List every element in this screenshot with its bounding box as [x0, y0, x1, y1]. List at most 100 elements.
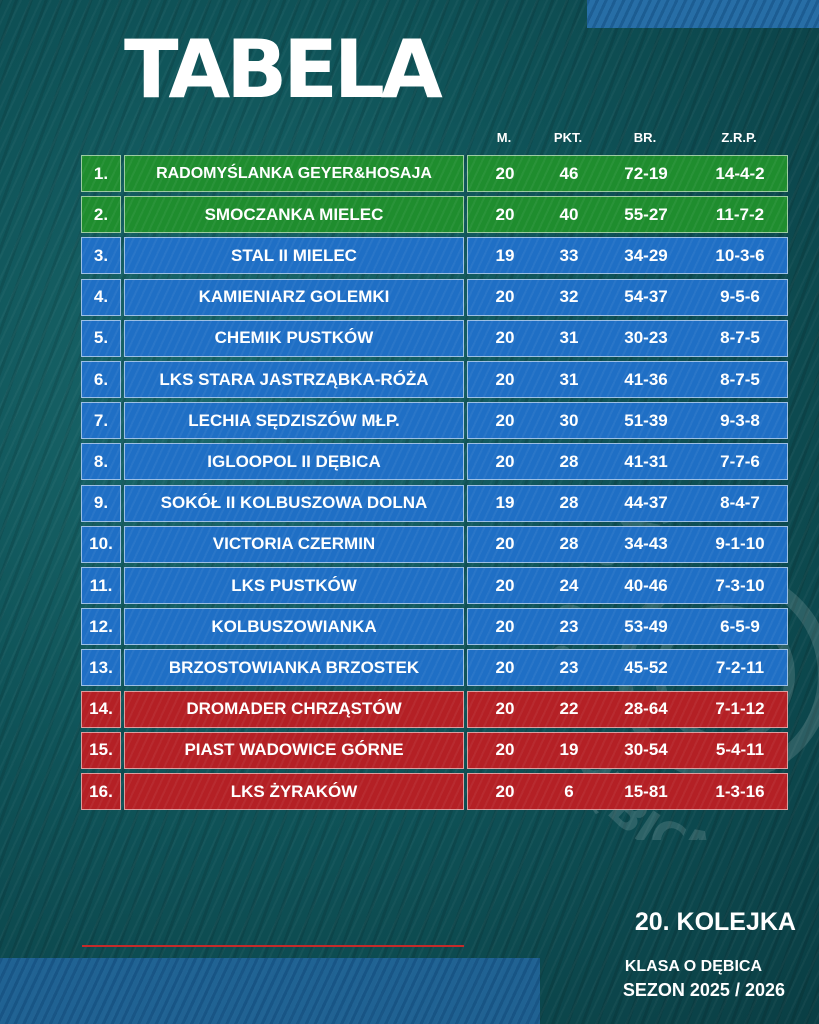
goals-value: 30-23 [624, 328, 668, 348]
table-row: 7. LECHIA SĘDZISZÓW MŁP. 20 30 51-39 9-3-8 [0, 402, 819, 441]
record-value: 10-3-6 [715, 245, 765, 265]
table-row: 4. KAMIENIARZ GOLEMKI 20 32 54-37 9-5-6 [0, 278, 819, 318]
table-row: 12. KOLBUSZOWIANKA 20 23 53-49 6-5-9 [0, 608, 819, 647]
corner-stripe-bottom [0, 958, 540, 1024]
matches-value: 20 [495, 657, 515, 677]
stats-cell: 20 30 51-39 9-3-8 [467, 402, 788, 440]
goals-value: 41-31 [624, 451, 668, 471]
goals-value: 15-81 [624, 781, 668, 801]
team-name-cell: SOKÓŁ II KOLBUSZOWA DOLNA [124, 484, 464, 522]
record-value: 9-5-6 [720, 287, 760, 307]
record-value: 7-7-6 [720, 451, 760, 471]
stats-cell: 20 32 54-37 9-5-6 [467, 278, 788, 316]
points-value: 31 [559, 328, 579, 348]
goals-value: 55-27 [624, 204, 668, 224]
position-cell: 10. [81, 525, 121, 563]
goals-value: 53-49 [624, 616, 668, 636]
matches-value: 20 [495, 575, 515, 595]
points-value: 24 [559, 575, 579, 595]
position-cell: 13. [81, 649, 121, 687]
team-name-cell: KAMIENIARZ GOLEMKI [124, 278, 464, 316]
goals-value: 51-39 [624, 410, 668, 430]
table-row: 3. STAL II MIELEC 19 33 34-29 10-3-6 [0, 237, 819, 276]
stats-cell: 20 40 55-27 11-7-2 [467, 196, 788, 234]
stats-cell: 20 28 41-31 7-7-6 [467, 443, 788, 481]
goals-value: 45-52 [624, 657, 668, 677]
table-row: 11. LKS PUSTKÓW 20 24 40-46 7-3-10 [0, 567, 819, 606]
column-headers: M. PKT. BR. Z.R.P. [0, 130, 819, 150]
goals-value: 72-19 [624, 163, 668, 183]
stats-cell: 20 46 72-19 14-4-2 [467, 155, 788, 192]
goals-value: 54-37 [624, 287, 668, 307]
matches-value: 20 [495, 204, 515, 224]
matches-value: 20 [495, 451, 515, 471]
matches-value: 20 [495, 410, 515, 430]
record-value: 5-4-11 [715, 740, 765, 760]
position-cell: 11. [81, 567, 121, 604]
record-value: 8-4-7 [720, 493, 760, 513]
goals-value: 28-64 [624, 699, 668, 719]
points-value: 19 [559, 740, 579, 760]
points-value: 40 [559, 204, 579, 224]
points-value: 6 [564, 781, 574, 801]
table-row: 9. SOKÓŁ II KOLBUSZOWA DOLNA 19 28 44-37 8-4-… [0, 484, 819, 524]
matches-value: 20 [495, 616, 515, 636]
matches-value: 20 [495, 781, 515, 801]
goals-value: 40-46 [624, 575, 668, 595]
season-label: SEZON 2025 / 2026 [622, 980, 785, 1000]
page-title: TABELA [124, 23, 443, 116]
record-value: 7-1-12 [715, 699, 765, 719]
position-cell: 12. [81, 608, 121, 646]
record-value: 7-3-10 [715, 575, 765, 595]
team-name-cell: LKS ŻYRAKÓW [124, 773, 464, 810]
header-record: Z.R.P. [721, 130, 757, 145]
position-cell: 1. [81, 155, 121, 192]
league-label: KLASA O DĘBICA [624, 958, 762, 975]
corner-stripe-top [587, 0, 819, 28]
matches-value: 20 [495, 163, 515, 183]
matches-value: 20 [495, 740, 515, 760]
points-value: 23 [559, 657, 579, 677]
points-value: 23 [559, 616, 579, 636]
points-value: 28 [559, 493, 579, 513]
stats-cell: 20 28 34-43 9-1-10 [467, 525, 788, 563]
stats-cell: 20 23 53-49 6-5-9 [467, 608, 788, 646]
team-name-cell: LKS PUSTKÓW [124, 567, 464, 604]
table-row: 14. DROMADER CHRZĄSTÓW 20 22 28-64 7-1-12 [0, 690, 819, 730]
position-cell: 2. [81, 196, 121, 234]
stats-cell: 19 33 34-29 10-3-6 [467, 237, 788, 275]
position-cell: 14. [81, 690, 121, 728]
table-row: 16. LKS ŻYRAKÓW 20 6 15-81 1-3-16 [0, 773, 819, 812]
team-name-cell: PIAST WADOWICE GÓRNE [124, 731, 464, 769]
goals-value: 34-43 [624, 534, 668, 554]
position-cell: 6. [81, 361, 121, 398]
team-name-cell: RADOMYŚLANKA GEYER&HOSAJA [124, 155, 464, 192]
record-value: 1-3-16 [715, 781, 765, 801]
position-cell: 5. [81, 319, 121, 357]
stats-cell: 20 31 30-23 8-7-5 [467, 319, 788, 357]
position-cell: 9. [81, 484, 121, 522]
stats-cell: 19 28 44-37 8-4-7 [467, 484, 788, 522]
points-value: 30 [559, 410, 579, 430]
matches-value: 20 [495, 287, 515, 307]
matches-value: 20 [495, 699, 515, 719]
position-cell: 8. [81, 443, 121, 481]
record-value: 8-7-5 [720, 328, 760, 348]
table-row: 8. IGLOOPOL II DĘBICA 20 28 41-31 7-7-6 [0, 443, 819, 482]
points-value: 28 [559, 534, 579, 554]
record-value: 6-5-9 [720, 616, 760, 636]
position-cell: 7. [81, 402, 121, 440]
record-value: 7-2-11 [715, 657, 765, 677]
header-goals: BR. [633, 130, 657, 145]
matches-value: 19 [495, 245, 515, 265]
matches-value: 20 [495, 369, 515, 389]
goals-value: 44-37 [624, 493, 668, 513]
stats-cell: 20 23 45-52 7-2-11 [467, 649, 788, 687]
record-value: 11-7-2 [715, 204, 765, 224]
position-cell: 4. [81, 278, 121, 316]
team-name-cell: SMOCZANKA MIELEC [124, 196, 464, 234]
table-row: 1. RADOMYŚLANKA GEYER&HOSAJA 20 46 72-19 14-4… [0, 155, 819, 194]
team-name-cell: LECHIA SĘDZISZÓW MŁP. [124, 402, 464, 440]
team-name-cell: VICTORIA CZERMIN [124, 525, 464, 563]
stats-cell: 20 31 41-36 8-7-5 [467, 361, 788, 398]
